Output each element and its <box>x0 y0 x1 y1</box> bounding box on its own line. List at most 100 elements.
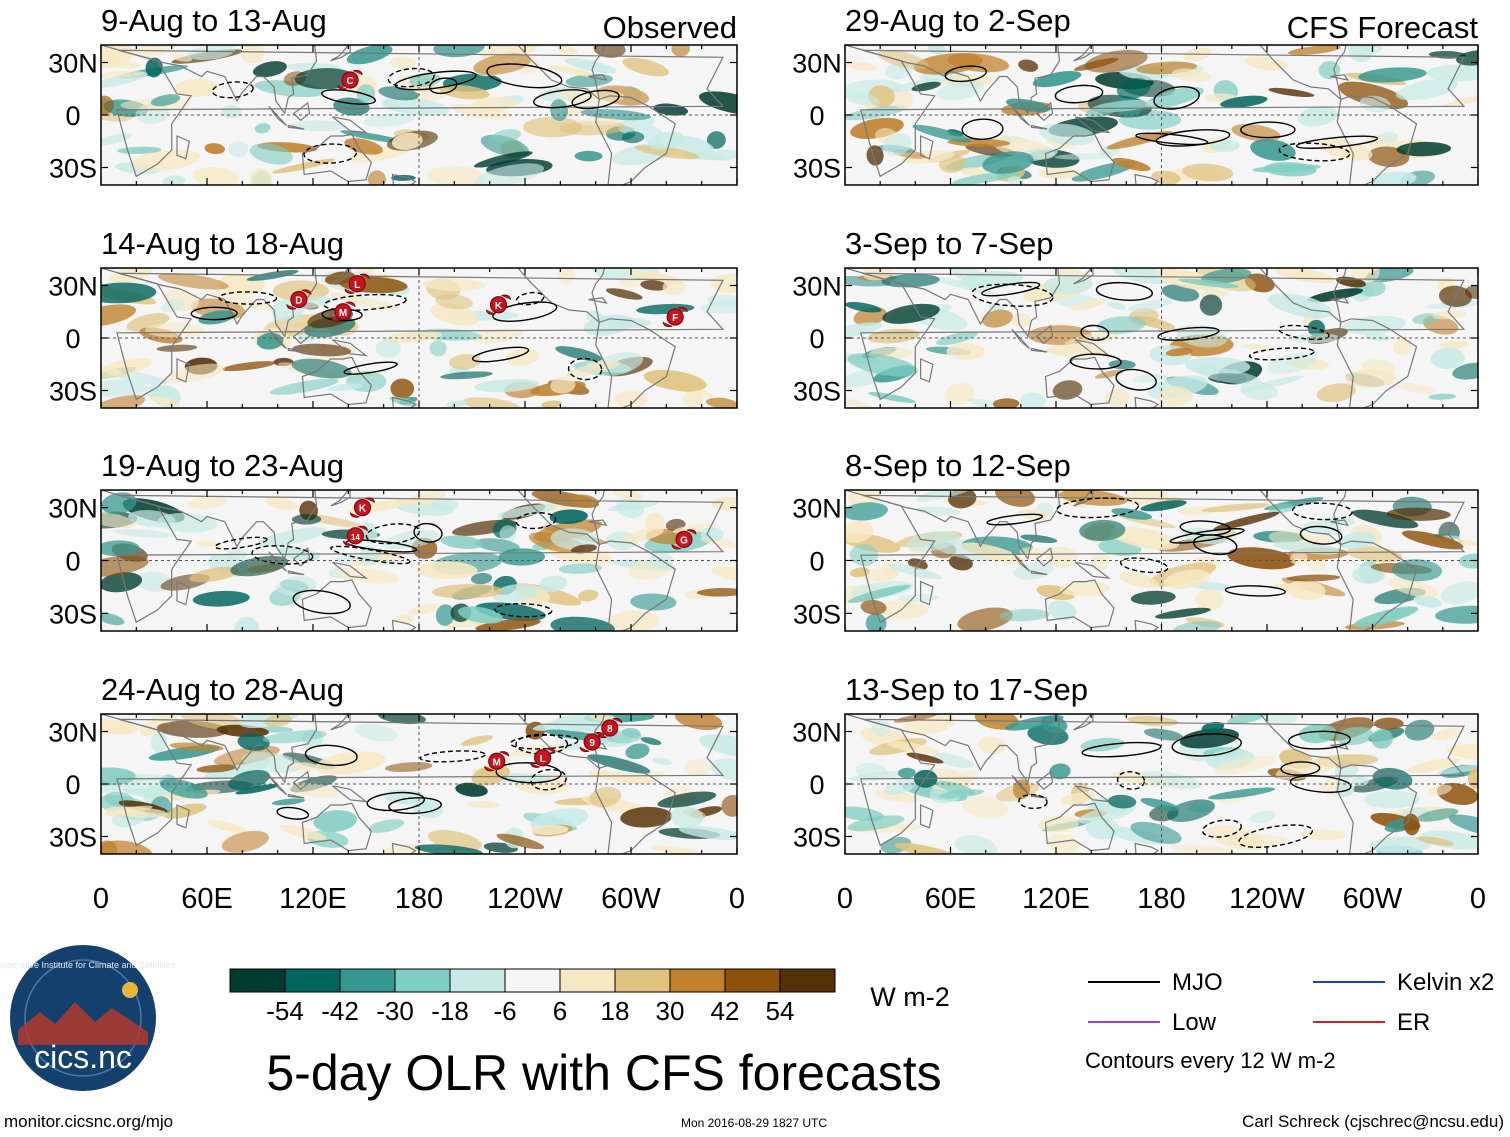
coastline <box>301 579 372 629</box>
coastline <box>330 268 351 285</box>
coastline <box>588 297 608 304</box>
olr-anomaly-patch <box>198 310 235 325</box>
olr-anomaly-patch <box>1391 559 1443 582</box>
coastline <box>268 328 287 349</box>
mjo-contour <box>1116 770 1146 790</box>
olr-anomaly-patch <box>1049 763 1071 780</box>
storm-label: 8 <box>607 724 613 735</box>
colorbar-tick-label: -30 <box>376 996 414 1026</box>
olr-anomaly-patch <box>992 398 1020 408</box>
olr-anomaly-patch <box>1416 836 1454 846</box>
olr-anomaly-patch <box>156 344 198 352</box>
coastline <box>391 396 417 408</box>
storm-label: K <box>359 504 367 515</box>
coastline <box>332 116 369 134</box>
olr-anomaly-patch <box>440 535 483 549</box>
x-tick-label: 60W <box>601 883 661 915</box>
olr-anomaly-patch <box>1336 726 1374 746</box>
olr-anomaly-patch <box>700 527 724 542</box>
olr-anomaly-patch <box>1335 781 1355 798</box>
coastline <box>1030 570 1048 576</box>
y-tick-label: 30N <box>792 718 842 748</box>
olr-anomaly-patch <box>475 538 520 553</box>
olr-anomaly-patch <box>264 496 294 509</box>
coastline <box>101 45 349 115</box>
mjo-contour <box>1224 585 1286 597</box>
olr-anomaly-patch <box>407 603 441 615</box>
olr-anomaly-patch <box>389 56 417 69</box>
coastline <box>292 324 311 345</box>
olr-anomaly-patch <box>1182 163 1234 182</box>
coastline <box>287 793 305 799</box>
mjo-contour <box>1295 135 1379 149</box>
olr-anomaly-patch <box>566 360 621 377</box>
olr-anomaly-patch <box>340 130 404 143</box>
olr-anomaly-patch <box>662 279 686 296</box>
olr-anomaly-patch <box>881 274 940 288</box>
mjo-contour <box>1201 819 1242 838</box>
olr-anomaly-patch <box>101 572 143 593</box>
olr-anomaly-patch <box>1432 310 1467 320</box>
olr-anomaly-patch <box>1054 153 1114 160</box>
olr-anomaly-patch <box>640 280 668 291</box>
olr-anomaly-patch <box>368 819 405 833</box>
olr-anomaly-patch <box>101 304 137 327</box>
olr-anomaly-patch <box>101 509 136 529</box>
olr-anomaly-patch <box>1393 337 1413 356</box>
olr-anomaly-patch <box>912 124 972 143</box>
olr-anomaly-patch <box>356 84 376 103</box>
logo-ring-text: Cooperative Institute for Climate and Sa… <box>0 960 176 970</box>
olr-anomaly-patch <box>433 45 485 58</box>
coastline <box>1073 268 1094 285</box>
olr-anomaly-patch <box>1202 503 1270 513</box>
olr-anomaly-patch <box>981 309 1013 328</box>
coastline <box>920 580 934 606</box>
coastline <box>1134 173 1160 185</box>
olr-anomaly-patch <box>847 584 911 603</box>
mjo-contour <box>1289 775 1352 794</box>
y-tick-label: 0 <box>809 101 824 131</box>
olr-anomaly-patch <box>292 343 352 357</box>
mjo-contour <box>571 89 620 110</box>
mjo-contours <box>214 512 557 618</box>
mjo-contour <box>1278 142 1351 162</box>
mjo-contour <box>218 291 278 305</box>
olr-anomaly-patch <box>286 782 341 798</box>
mjo-contour <box>1080 324 1110 341</box>
olr-anomaly-patch <box>492 583 540 603</box>
mjo-contour <box>1299 525 1343 545</box>
olr-anomaly-patch <box>587 770 654 784</box>
olr-anomaly-patch <box>558 563 603 574</box>
olr-anomaly-patch <box>1265 714 1298 726</box>
olr-anomaly-patch <box>394 614 414 624</box>
olr-anomaly-patch <box>112 529 174 538</box>
olr-anomaly-patch <box>430 303 480 326</box>
main-title: 5-day OLR with CFS forecasts <box>266 1045 941 1101</box>
mjo-contour <box>387 67 435 88</box>
storm-marker: 9 <box>579 731 605 753</box>
olr-anomaly-patch <box>634 145 700 160</box>
storm-marker: K <box>485 294 512 315</box>
storm-marker: M <box>484 751 510 772</box>
coastlines <box>101 45 725 185</box>
olr-anomaly-patch <box>957 607 1013 631</box>
olr-anomaly-patch <box>647 131 684 150</box>
x-tick-label: 0 <box>93 883 109 915</box>
olr-anomaly-patch <box>1194 363 1217 376</box>
olr-anomaly-patch <box>974 714 1019 730</box>
olr-anomaly-patch <box>866 145 884 166</box>
coastline <box>498 45 606 101</box>
colorbar-tick-label: -54 <box>266 996 304 1026</box>
mjo-contour <box>343 361 398 375</box>
colorbar-swatch <box>504 968 561 993</box>
olr-anomaly-patch <box>605 288 643 300</box>
olr-anomaly-patch <box>1273 541 1342 555</box>
olr-anomaly-patch <box>429 340 447 357</box>
olr-anomaly-patch <box>1458 553 1478 569</box>
olr-anomaly-patch <box>439 85 490 100</box>
mjo-contour <box>1119 557 1169 574</box>
olr-anomaly-patch <box>414 844 483 854</box>
olr-anomaly-patch <box>435 604 455 626</box>
storm-marker: L <box>530 747 556 768</box>
olr-anomaly-patch <box>254 123 271 134</box>
